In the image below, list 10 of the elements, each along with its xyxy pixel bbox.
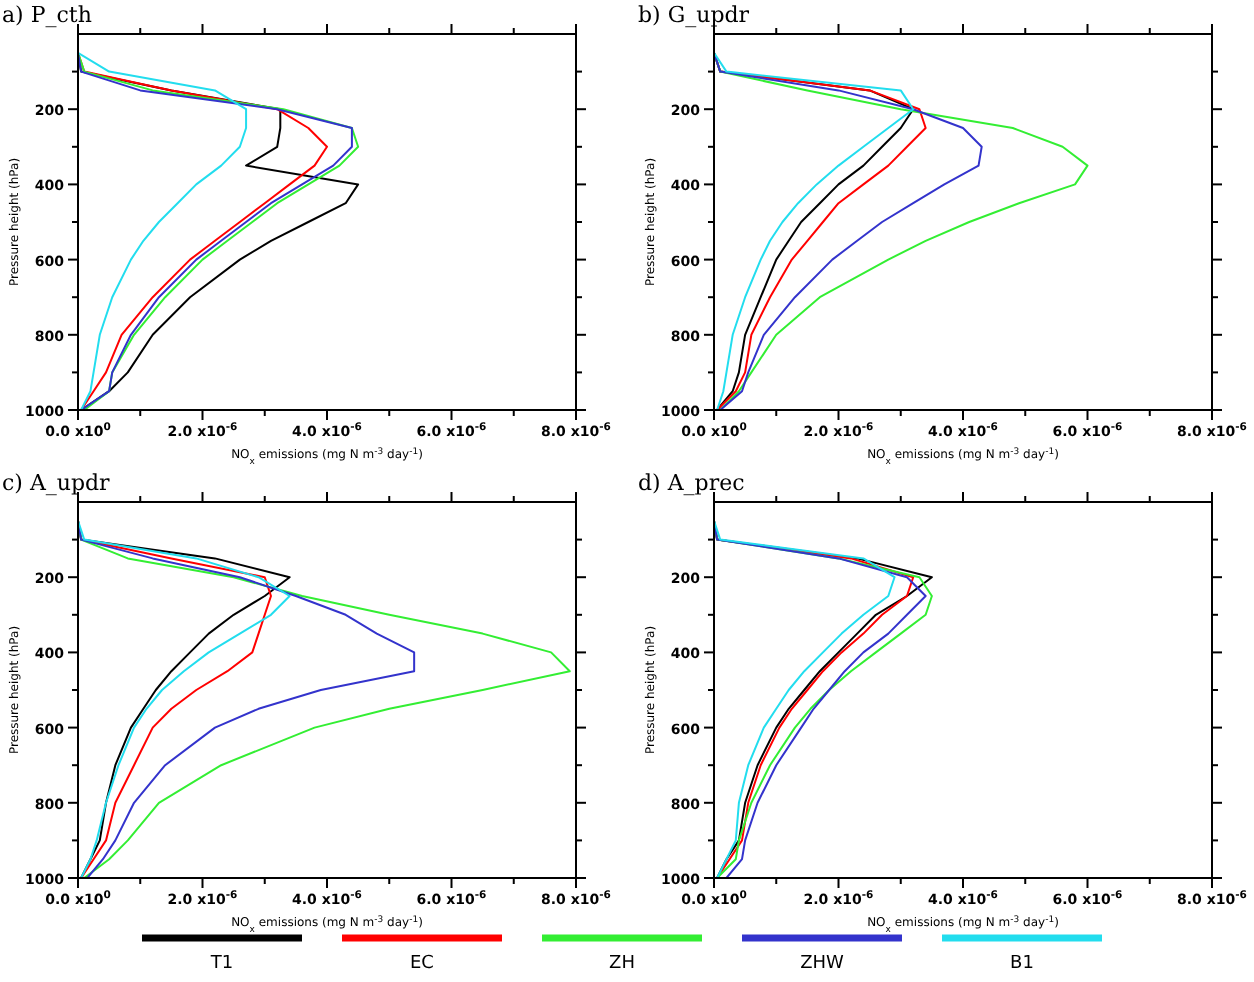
text: B1 xyxy=(1010,954,1034,974)
text: ZHW xyxy=(800,954,845,974)
line-series xyxy=(78,51,248,410)
chart-title: c) A_updr xyxy=(2,470,112,496)
chart-title: a) P_cth xyxy=(2,2,92,28)
chart-title: b) G_updr xyxy=(638,2,751,28)
text: EC xyxy=(410,954,434,974)
chart-title: d) A_prec xyxy=(638,470,745,496)
text: ZH xyxy=(609,954,635,974)
text: T1 xyxy=(208,954,234,974)
